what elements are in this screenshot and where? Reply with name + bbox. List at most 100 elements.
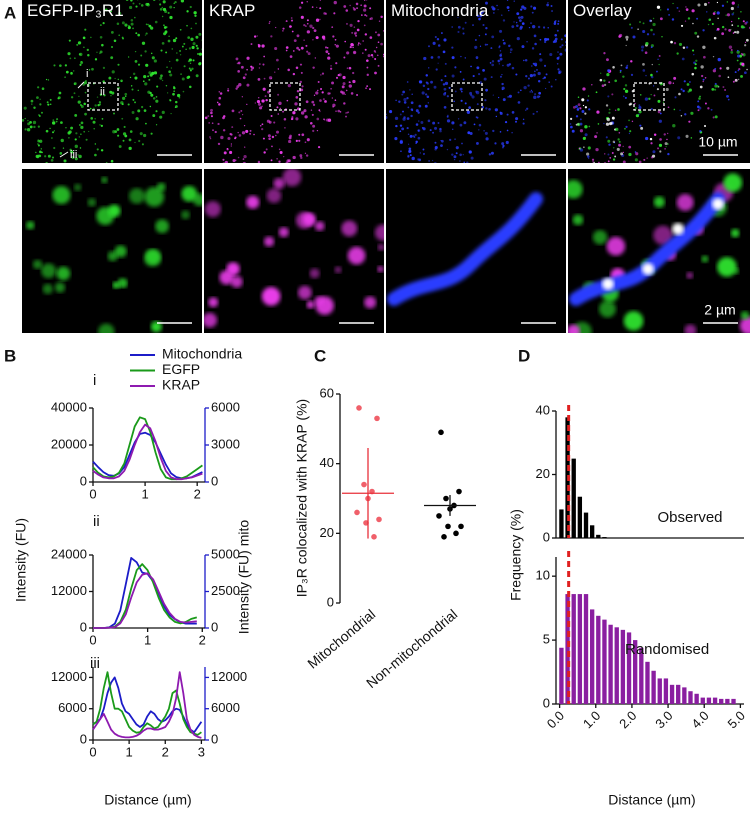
fluor-dot	[626, 39, 628, 41]
fluor-dot	[475, 90, 480, 95]
image-content	[22, 0, 202, 163]
fluor-dot	[651, 63, 653, 66]
fluor-dot	[500, 14, 503, 17]
mito-shape	[387, 192, 543, 306]
fluor-dot	[652, 150, 656, 154]
fluor-dot	[209, 136, 211, 138]
fluor-dot	[134, 76, 138, 80]
bar	[602, 619, 607, 704]
fluor-dot	[333, 0, 337, 5]
fluor-dot	[676, 6, 679, 9]
fluor-dot	[309, 24, 313, 28]
fluor-dot	[435, 68, 438, 71]
fluor-dot	[193, 11, 197, 15]
fluor-dot	[561, 44, 564, 47]
fluor-blob	[273, 177, 285, 190]
fluor-dot	[152, 0, 156, 1]
fluor-dot	[181, 45, 184, 48]
fluor-dot	[744, 41, 747, 43]
fluor-dot	[401, 93, 404, 96]
fluor-dot	[314, 57, 316, 59]
fluor-dot	[634, 102, 636, 105]
fluor-dot	[525, 109, 527, 111]
fluor-dot	[256, 99, 261, 104]
fluor-dot	[271, 145, 273, 148]
fluor-dot	[147, 75, 150, 78]
fluor-dot	[195, 22, 197, 25]
fluor-dot	[664, 142, 668, 146]
fluor-dot	[51, 137, 53, 139]
fluor-blob	[204, 201, 221, 218]
fluor-dot	[74, 57, 76, 60]
fluor-dot	[534, 93, 537, 96]
fluor-dot	[44, 155, 47, 158]
y-tick-label: 0	[543, 695, 550, 710]
fluor-dot	[607, 160, 610, 163]
roi-box	[269, 82, 301, 111]
fluor-dot	[197, 52, 199, 55]
fluor-dot	[531, 47, 535, 50]
fluor-dot	[236, 62, 239, 65]
fluor-dot	[176, 52, 178, 54]
fluor-dot	[643, 158, 646, 161]
fluor-dot	[725, 14, 727, 16]
fluor-dot	[257, 160, 261, 163]
fluor-dot	[717, 57, 721, 62]
fluor-dot	[427, 119, 431, 123]
fluor-dot	[395, 124, 398, 128]
fluor-dot	[481, 105, 485, 109]
fluor-dot	[224, 160, 228, 163]
fluor-dot	[257, 102, 262, 106]
fluor-dot	[638, 110, 642, 114]
coloc-spot	[602, 278, 614, 290]
fluor-dot	[583, 146, 585, 148]
fluor-blob	[374, 224, 384, 241]
fluor-dot	[727, 98, 730, 101]
fluor-dot	[399, 139, 403, 143]
fluor-dot	[169, 73, 173, 77]
fluor-dot	[683, 80, 686, 83]
fluor-dot	[316, 6, 318, 9]
fluor-dot	[198, 32, 202, 36]
fluor-dot	[402, 110, 404, 113]
fluor-dot	[195, 35, 199, 39]
fluor-dot	[287, 68, 290, 72]
fluor-dot	[667, 152, 670, 156]
fluor-dot	[346, 67, 349, 69]
bar	[706, 697, 712, 704]
fluor-dot	[658, 55, 661, 57]
fluor-dot	[466, 165, 469, 168]
fluor-dot	[662, 101, 665, 103]
bar	[633, 640, 638, 704]
fluor-dot	[243, 125, 246, 127]
fluor-dot	[131, 111, 135, 114]
fluor-dot	[625, 44, 627, 47]
fluor-dot	[620, 152, 624, 156]
fluor-dot	[520, 15, 524, 19]
bar	[626, 632, 632, 704]
fluor-blob	[568, 180, 583, 199]
fluor-dot	[298, 139, 301, 142]
fluor-dot	[148, 71, 152, 75]
fluor-dot	[285, 49, 288, 52]
fluor-dot	[710, 108, 713, 111]
fluor-dot	[605, 122, 610, 126]
fluor-dot	[335, 110, 337, 112]
fluor-dot	[422, 127, 426, 131]
fluor-dot	[327, 52, 330, 55]
fluor-dot	[558, 70, 561, 73]
fluor-dot	[135, 117, 139, 121]
fluor-dot	[650, 107, 653, 111]
fluor-dot	[645, 41, 649, 46]
fluor-dot	[342, 82, 346, 86]
fluor-dot	[65, 70, 69, 74]
fluor-dot	[629, 23, 632, 26]
fluor-dot	[78, 124, 81, 126]
fluor-dot	[331, 97, 334, 99]
fluor-dot	[616, 147, 620, 151]
y-tick-label: 5	[543, 632, 550, 647]
y-tick-label: 0	[80, 619, 87, 634]
fluor-dot	[428, 160, 430, 162]
fluor-dot	[702, 29, 705, 32]
